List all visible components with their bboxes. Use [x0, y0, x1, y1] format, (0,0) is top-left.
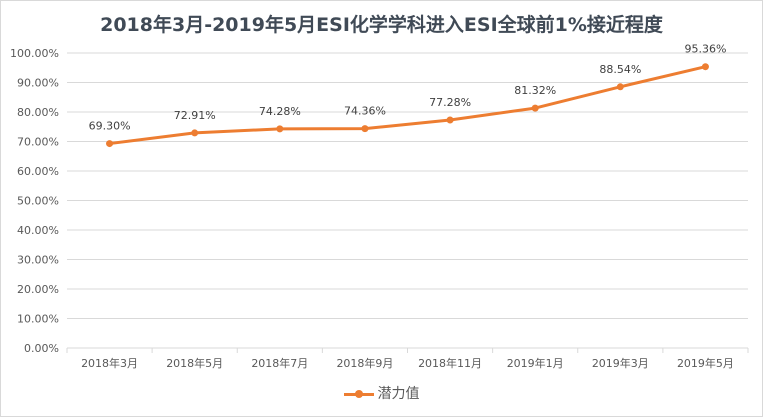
- legend-label: 潜力值: [377, 386, 420, 402]
- x-tick-label: 2019年3月: [592, 356, 649, 370]
- series-line: [109, 65, 706, 146]
- y-tick-label: 70.00%: [17, 136, 59, 149]
- data-point: [616, 83, 624, 91]
- legend: 潜力值: [0, 383, 763, 403]
- data-point: [276, 125, 284, 133]
- data-point: [106, 140, 114, 148]
- data-label: 69.30%: [89, 120, 131, 133]
- x-tick-label: 2019年1月: [507, 356, 564, 370]
- data-label: 81.32%: [514, 84, 556, 97]
- y-tick-label: 40.00%: [17, 224, 59, 237]
- x-tick-label: 2018年11月: [418, 356, 482, 370]
- x-tick-label: 2019年5月: [677, 356, 734, 370]
- data-point: [361, 125, 369, 133]
- data-label: 74.28%: [259, 105, 301, 118]
- data-point: [701, 63, 709, 71]
- data-point: [446, 116, 454, 124]
- data-label: 77.28%: [429, 96, 471, 109]
- data-label: 95.36%: [684, 43, 726, 56]
- y-tick-label: 10.00%: [17, 313, 59, 326]
- data-point: [531, 104, 539, 112]
- data-point: [191, 129, 199, 137]
- y-tick-label: 60.00%: [17, 165, 59, 178]
- y-tick-label: 30.00%: [17, 254, 59, 267]
- y-tick-label: 20.00%: [17, 283, 59, 296]
- x-tick-label: 2018年9月: [336, 356, 393, 370]
- data-label: 88.54%: [599, 63, 641, 76]
- legend-line-marker-icon: [343, 388, 374, 400]
- data-label: 72.91%: [174, 109, 216, 122]
- chart-title: 2018年3月-2019年5月ESI化学学科进入ESI全球前1%接近程度: [100, 14, 663, 36]
- y-tick-label: 0.00%: [24, 342, 59, 355]
- y-tick-label: 90.00%: [17, 77, 59, 90]
- data-label: 74.36%: [344, 105, 386, 118]
- x-tick-label: 2018年3月: [81, 356, 138, 370]
- x-tick-label: 2018年7月: [251, 356, 308, 370]
- y-tick-label: 50.00%: [17, 195, 59, 208]
- y-tick-label: 100.00%: [10, 47, 59, 60]
- x-tick-label: 2018年5月: [166, 356, 223, 370]
- y-tick-label: 80.00%: [17, 106, 59, 119]
